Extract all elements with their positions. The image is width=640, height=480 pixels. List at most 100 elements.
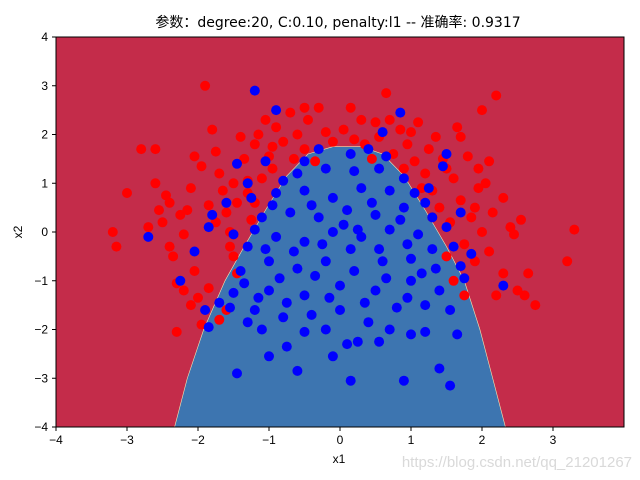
data-point bbox=[214, 314, 225, 325]
data-point bbox=[406, 127, 416, 138]
data-point bbox=[278, 136, 289, 147]
y-tick-label: −2 bbox=[34, 323, 48, 337]
data-point bbox=[260, 156, 271, 167]
data-point bbox=[473, 183, 484, 194]
y-tick-label: 3 bbox=[41, 79, 48, 93]
x-tick-label: −4 bbox=[49, 433, 63, 447]
data-point bbox=[320, 324, 331, 335]
data-point bbox=[352, 224, 363, 235]
data-point bbox=[264, 256, 274, 267]
data-point bbox=[395, 214, 406, 225]
data-point bbox=[448, 241, 459, 252]
data-point bbox=[469, 256, 480, 267]
data-point bbox=[303, 114, 313, 125]
x-tick-label: −3 bbox=[120, 433, 134, 447]
data-point bbox=[480, 178, 491, 189]
data-point bbox=[342, 339, 353, 350]
data-point bbox=[210, 217, 221, 228]
data-point bbox=[320, 256, 331, 267]
data-point bbox=[335, 305, 345, 315]
data-point bbox=[406, 329, 416, 340]
data-point bbox=[292, 365, 303, 376]
data-point bbox=[320, 163, 331, 174]
y-tick-label: −3 bbox=[34, 371, 48, 385]
data-point bbox=[182, 205, 193, 216]
data-point bbox=[320, 127, 331, 138]
data-point bbox=[342, 205, 353, 216]
data-point bbox=[271, 122, 282, 133]
data-point bbox=[459, 290, 470, 301]
data-point bbox=[491, 90, 502, 101]
data-point bbox=[349, 166, 360, 177]
data-point bbox=[445, 380, 456, 391]
data-point bbox=[200, 80, 211, 91]
data-point bbox=[448, 275, 459, 286]
data-point bbox=[299, 185, 310, 196]
data-point bbox=[150, 178, 161, 189]
data-point bbox=[185, 183, 196, 194]
data-point bbox=[246, 192, 257, 203]
data-point bbox=[189, 246, 200, 257]
data-point bbox=[413, 229, 424, 240]
data-point bbox=[143, 231, 154, 242]
data-point bbox=[143, 222, 154, 233]
data-point bbox=[420, 168, 431, 179]
data-point bbox=[512, 285, 523, 296]
data-point bbox=[469, 202, 480, 213]
data-point bbox=[271, 188, 282, 198]
data-point bbox=[366, 197, 377, 208]
data-point bbox=[430, 131, 441, 142]
data-point bbox=[473, 163, 484, 174]
data-point bbox=[374, 244, 385, 255]
data-point bbox=[310, 270, 321, 281]
data-point bbox=[178, 229, 189, 240]
data-point bbox=[281, 297, 292, 308]
data-point bbox=[477, 227, 487, 237]
data-point bbox=[427, 244, 438, 255]
data-point bbox=[423, 144, 434, 155]
data-point bbox=[246, 214, 257, 225]
data-point bbox=[232, 197, 242, 208]
data-point bbox=[366, 153, 377, 164]
data-point bbox=[253, 292, 264, 303]
data-point bbox=[345, 375, 356, 386]
data-point bbox=[569, 224, 580, 235]
data-point bbox=[345, 102, 356, 113]
data-point bbox=[122, 188, 132, 198]
data-point bbox=[256, 324, 267, 335]
data-point bbox=[370, 117, 381, 128]
data-point bbox=[352, 336, 363, 347]
data-point bbox=[196, 161, 207, 172]
data-point bbox=[345, 244, 356, 255]
x-tick-label: −2 bbox=[191, 433, 205, 447]
data-point bbox=[225, 302, 235, 313]
data-point bbox=[267, 200, 278, 211]
data-point bbox=[420, 326, 431, 337]
data-point bbox=[459, 239, 470, 250]
data-point bbox=[253, 129, 264, 140]
data-point bbox=[377, 256, 388, 267]
data-point bbox=[175, 275, 186, 286]
data-point bbox=[448, 173, 459, 184]
data-point bbox=[299, 290, 310, 301]
chart-title: 参数：degree:20, C:0.10, penalty:l1 -- 准确率:… bbox=[155, 14, 520, 31]
data-point bbox=[221, 197, 232, 208]
data-point bbox=[292, 263, 303, 274]
data-point bbox=[299, 144, 310, 155]
data-point bbox=[256, 173, 267, 184]
x-tick-label: 3 bbox=[550, 433, 557, 447]
data-point bbox=[466, 212, 477, 223]
data-point bbox=[420, 300, 431, 311]
data-point bbox=[288, 246, 299, 257]
data-point bbox=[299, 326, 310, 337]
data-point bbox=[324, 292, 335, 303]
y-tick-label: 2 bbox=[41, 128, 48, 142]
y-tick-label: 1 bbox=[41, 176, 48, 190]
y-tick-label: −4 bbox=[34, 420, 48, 434]
data-point bbox=[214, 297, 225, 308]
data-point bbox=[203, 222, 214, 233]
data-point bbox=[228, 251, 239, 262]
data-point bbox=[498, 192, 509, 203]
data-point bbox=[164, 241, 175, 252]
